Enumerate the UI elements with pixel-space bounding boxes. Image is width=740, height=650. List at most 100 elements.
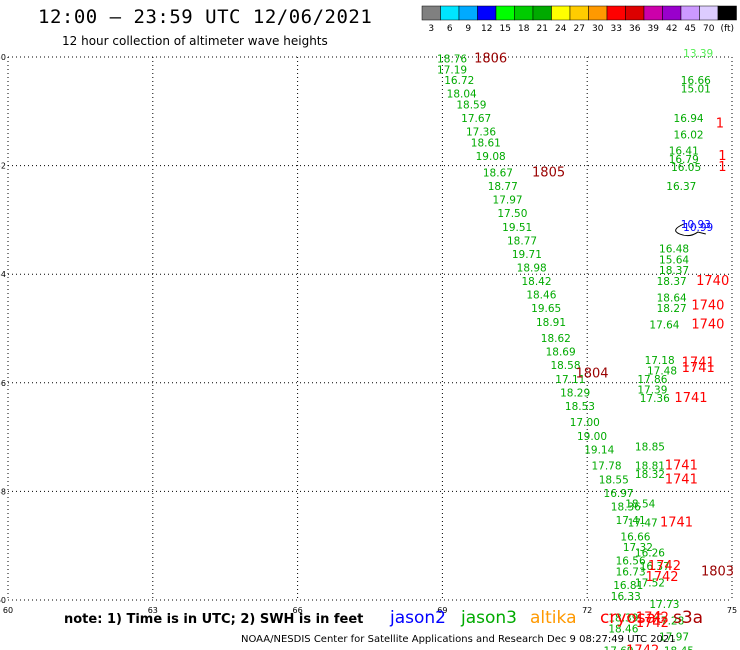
swh-value: 16.33 [611, 591, 641, 603]
scale-label: 6 [447, 24, 453, 34]
time-label: 1806 [474, 51, 507, 66]
scale-swatch [551, 5, 571, 21]
scale-swatch [514, 5, 534, 21]
swh-value: 18.98 [517, 262, 547, 274]
swh-value: 18.59 [456, 100, 486, 112]
swh-value: 17.48 [647, 366, 677, 378]
swh-value: 18.04 [447, 89, 477, 101]
swh-value: 18.42 [521, 276, 551, 288]
x-tick-label: 66 [293, 606, 303, 615]
scale-swatch [680, 5, 700, 21]
time-label: 1742 [645, 570, 678, 585]
y-tick-label: -58 [0, 487, 6, 496]
satellite-cryosat-label: cryosat [600, 608, 663, 628]
swh-value: 15.64 [659, 254, 689, 266]
scale-swatch [662, 5, 682, 21]
y-tick-label: -56 [0, 379, 6, 388]
swh-value: 18.39 [608, 613, 638, 625]
swh-value: 16.97 [604, 488, 634, 500]
swh-value: 19.71 [512, 249, 542, 261]
swh-value: 17.64 [649, 320, 679, 332]
scale-swatch [588, 5, 608, 21]
time-label: 1740 [696, 274, 729, 289]
swh-value: 16.41 [669, 146, 699, 158]
swh-value: 17.28 [654, 615, 684, 627]
time-label: 1 [718, 149, 726, 164]
swh-value: 18.69 [546, 347, 576, 359]
scale-label: 18 [518, 24, 530, 34]
swh-value: 18.53 [565, 401, 595, 413]
swh-value: 17.41 [616, 515, 646, 527]
swh-value: 18.32 [635, 469, 665, 481]
swh-value: 18.64 [657, 292, 687, 304]
scale-label: 27 [574, 24, 585, 34]
swh-value: 18.45 [664, 645, 694, 650]
swh-value: 18.54 [625, 499, 655, 511]
swh-value: 19.14 [584, 444, 614, 456]
swh-value: 19.00 [577, 431, 607, 443]
swh-value: 10.99 [683, 222, 713, 234]
y-tick-label: -50 [0, 53, 6, 62]
page-title: 12:00 – 23:59 UTC 12/06/2021 [38, 6, 373, 28]
time-label: 1 [718, 160, 726, 175]
swh-value: 18.55 [599, 474, 629, 486]
swh-value: 18.77 [488, 181, 518, 193]
swh-value: 16.94 [674, 113, 704, 125]
swh-value: 18.27 [657, 303, 687, 315]
swh-value: 17.73 [649, 599, 679, 611]
swh-value: 16.81 [613, 580, 643, 592]
swh-value: 16.73 [616, 567, 646, 579]
satellite-jason2-label: jason2 [390, 608, 446, 628]
scale-swatch [495, 5, 515, 21]
scale-label: 15 [500, 24, 511, 34]
swh-value: 18.36 [611, 501, 641, 513]
credit-line: NOAA/NESDIS Center for Satellite Applica… [241, 634, 676, 645]
swh-value: 16.72 [444, 75, 474, 87]
time-label: 1805 [532, 165, 565, 180]
time-label: 1740 [691, 318, 724, 333]
swh-value: 15.01 [681, 83, 711, 95]
swh-value: 17.11 [555, 374, 585, 386]
scale-swatch [421, 5, 441, 21]
y-tick-label: -60 [0, 596, 6, 605]
time-label: 1741 [682, 361, 715, 376]
scale-label: 12 [481, 24, 492, 34]
y-tick-label: -52 [0, 162, 6, 171]
page-subtitle: 12 hour collection of altimeter wave hei… [62, 34, 328, 48]
swh-value: 16.02 [674, 129, 704, 141]
swh-value: 16.37 [640, 561, 670, 573]
swh-value: 16.66 [681, 75, 711, 87]
jason2-track-mark [675, 223, 706, 237]
swh-value: 18.46 [526, 290, 556, 302]
swh-value: 18.85 [635, 442, 665, 454]
swh-value: 10.93 [681, 219, 711, 231]
swh-value: 17.50 [497, 208, 527, 220]
scale-swatch [606, 5, 626, 21]
swh-value: 18.77 [507, 235, 537, 247]
swh-value: 16.56 [616, 556, 646, 568]
swh-value: 16.26 [635, 548, 665, 560]
x-tick-label: 72 [582, 606, 592, 615]
swh-value: 17.67 [461, 113, 491, 125]
scale-label: 39 [648, 24, 660, 34]
time-label: 1804 [575, 366, 608, 381]
swh-value: 18.37 [657, 276, 687, 288]
scale-swatch [458, 5, 478, 21]
scale-label: (ft) [720, 24, 734, 34]
swh-value: 17.36 [466, 127, 496, 139]
swh-value: 17.47 [628, 518, 658, 530]
scale-swatch [440, 5, 460, 21]
swh-value: 17.97 [493, 195, 523, 207]
swh-value: 18.61 [471, 138, 501, 150]
scale-swatch [569, 5, 589, 21]
time-label: 1741 [665, 459, 698, 474]
swh-value: 16.66 [620, 531, 650, 543]
time-label: 1740 [691, 298, 724, 313]
scale-label: 9 [465, 24, 471, 34]
swh-value: 16.05 [671, 162, 701, 174]
swh-value: 13.39 [683, 48, 713, 60]
swh-value: 18.91 [536, 317, 566, 329]
scale-swatch [625, 5, 645, 21]
